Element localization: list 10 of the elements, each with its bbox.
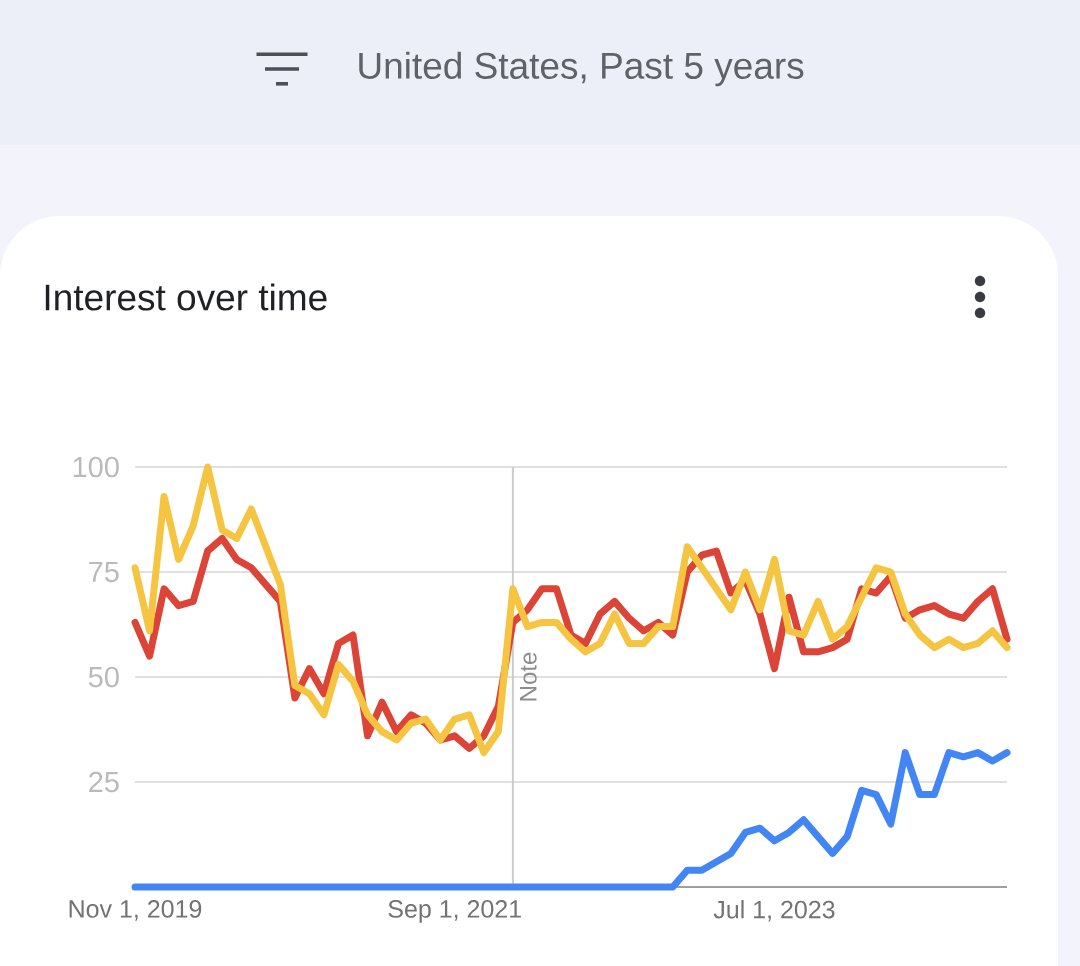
y-tick-label: 75 xyxy=(89,561,119,583)
chart-subtitle: United States, Past 5 years xyxy=(359,51,804,87)
y-tick-label: 100 xyxy=(73,456,119,478)
ref-line-label: Note xyxy=(519,652,537,701)
y-tick-label: 25 xyxy=(89,771,119,793)
y-tick-label: 50 xyxy=(88,666,119,688)
x-tick-label: Sep 1, 2021 xyxy=(388,900,521,923)
x-tick-label: Nov 1, 2019 xyxy=(69,900,202,921)
x-tick-label: Jul 1, 2023 xyxy=(713,900,835,922)
chart-title: Interest over time xyxy=(45,283,327,311)
